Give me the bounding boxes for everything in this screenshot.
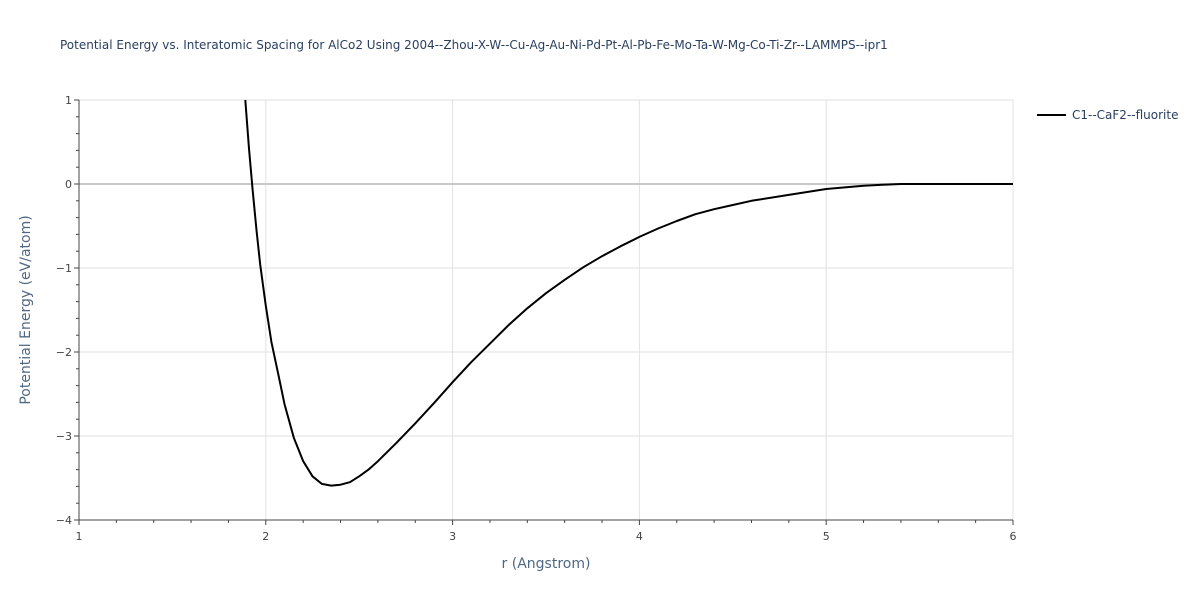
y-tick-label: 0 — [65, 178, 72, 191]
y-axis-title: Potential Energy (eV/atom) — [18, 215, 34, 404]
x-tick-label: 1 — [76, 530, 83, 543]
legend-label: C1--CaF2--fluorite — [1072, 108, 1178, 122]
chart-title: Potential Energy vs. Interatomic Spacing… — [60, 38, 888, 52]
y-tick-label: −4 — [56, 514, 72, 527]
x-axis-title: r (Angstrom) — [502, 556, 591, 572]
grid — [79, 99, 1014, 520]
x-tick-label: 2 — [262, 530, 269, 543]
y-tick-label: −1 — [56, 262, 72, 275]
plot-area — [244, 99, 1013, 487]
x-tick-label: 6 — [1010, 530, 1017, 543]
x-tick-label: 4 — [636, 530, 643, 543]
tick-labels: 1 2 3 4 5 6 1 0 −1 −2 −3 −4 — [56, 94, 1017, 543]
x-tick-label: 3 — [449, 530, 456, 543]
x-tick-label: 5 — [823, 530, 830, 543]
series-line[interactable] — [244, 99, 1013, 487]
y-tick-label: 1 — [65, 94, 72, 107]
axes — [74, 99, 1014, 525]
y-tick-label: −3 — [56, 430, 72, 443]
y-tick-label: −2 — [56, 346, 72, 359]
legend[interactable]: C1--CaF2--fluorite — [1037, 108, 1178, 122]
